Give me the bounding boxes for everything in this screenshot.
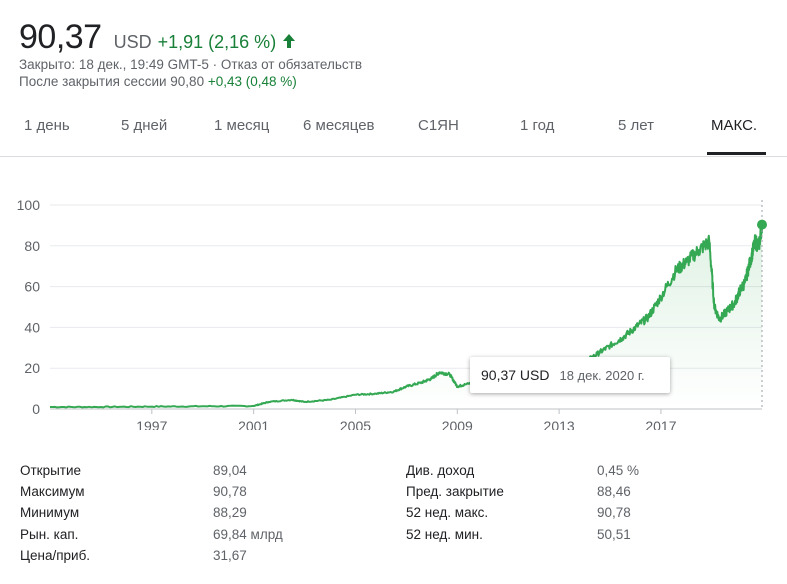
stat-high: Максимум 90,78 (20, 484, 380, 505)
tab-5-days[interactable]: 5 дней (121, 117, 168, 134)
currency-code: USD (113, 32, 152, 52)
tab-5-years[interactable]: 5 лет (618, 117, 654, 134)
last-price-dot (757, 219, 767, 230)
stat-label: 52 нед. мин. (406, 526, 483, 542)
tab-ytd[interactable]: С1ЯН (418, 117, 459, 134)
y-tick-label: 80 (24, 238, 40, 254)
chart-tooltip: 90,37 USD 18 дек. 2020 г. (470, 357, 670, 393)
closed-line: Закрыто: 18 дек., 19:49 GMT-5 · Отказ от… (19, 57, 363, 72)
x-tick-label: 2017 (645, 418, 676, 430)
quote-header: 90,37 USD +1,91 (2,16 %) Закрыто: 18 дек… (19, 18, 362, 90)
y-tick-label: 20 (24, 360, 40, 376)
stat-value: 89,04 (213, 463, 247, 478)
stat-dividend-yield: Див. доход 0,45 % (406, 463, 766, 484)
tooltip-price: 90,37 USD (481, 367, 550, 383)
stats-left: Открытие 89,04 Максимум 90,78 Минимум 88… (20, 463, 380, 569)
x-tick-label: 2009 (442, 418, 473, 430)
current-price: 90,37 (19, 18, 102, 56)
stat-label: Цена/приб. (20, 547, 91, 563)
tab-1-month[interactable]: 1 месяц (214, 117, 270, 134)
after-hours-info: После закрытия сессии 90,80 +0,43 (0,48 … (19, 73, 362, 90)
stat-value: 31,67 (213, 547, 247, 563)
y-tick-label: 40 (24, 319, 40, 335)
stat-low: Минимум 88,29 (20, 505, 380, 526)
x-tick-label: 2013 (544, 418, 575, 430)
stat-label: Рын. кап. (20, 526, 79, 542)
stat-value: 50,51 (597, 526, 631, 542)
y-tick-label: 60 (24, 279, 40, 295)
tooltip-date: 18 дек. 2020 г. (559, 367, 645, 383)
x-tick-label: 1997 (136, 418, 167, 430)
stat-label: Див. доход (406, 463, 475, 478)
active-tab-underline (707, 152, 766, 155)
stat-label: Пред. закрытие (406, 484, 504, 500)
after-hours-label: После закрытия сессии 90,80 (19, 74, 205, 89)
price-change: +1,91 (2,16 %) (157, 32, 277, 52)
tab-1-day[interactable]: 1 день (24, 117, 70, 134)
arrow-up-icon (282, 33, 296, 49)
stats-right: Див. доход 0,45 % Пред. закрытие 88,46 5… (406, 463, 766, 548)
stat-label: Минимум (20, 505, 80, 521)
stat-label: Максимум (20, 484, 85, 500)
x-tick-label: 2005 (340, 418, 371, 430)
stat-pe-ratio: Цена/приб. 31,67 (20, 548, 380, 569)
stat-open: Открытие 89,04 (20, 463, 380, 484)
stat-52wk-high: 52 нед. макс. 90,78 (406, 505, 766, 526)
price-row: 90,37 USD +1,91 (2,16 %) (19, 18, 362, 56)
stat-value: 90,78 (213, 484, 247, 500)
stat-label: Открытие (20, 463, 82, 478)
stat-value: 69,84 млрд (213, 526, 283, 542)
closed-info: Закрыто: 18 дек., 19:49 GMT-5 · Отказ от… (19, 56, 362, 73)
stat-label: 52 нед. макс. (406, 505, 489, 521)
stat-market-cap: Рын. кап. 69,84 млрд (20, 527, 380, 548)
stat-prev-close: Пред. закрытие 88,46 (406, 484, 766, 505)
x-tick-label: 2001 (238, 418, 269, 430)
range-tabs: 1 день 5 дней 1 месяц 6 месяцев С1ЯН 1 г… (0, 108, 787, 157)
tab-6-months[interactable]: 6 месяцев (303, 117, 375, 134)
stat-value: 88,46 (597, 484, 631, 500)
stat-value: 0,45 % (597, 463, 640, 478)
y-tick-label: 0 (32, 401, 40, 417)
y-tick-label: 100 (17, 197, 41, 213)
stat-value: 88,29 (213, 505, 247, 521)
tab-1-year[interactable]: 1 год (520, 117, 555, 134)
tab-max[interactable]: МАКС. (711, 117, 758, 134)
stat-52wk-low: 52 нед. мин. 50,51 (406, 527, 766, 548)
after-hours-change: +0,43 (0,48 %) (207, 74, 297, 89)
price-chart[interactable]: 0 20 40 60 80 100 1997 2001 2005 2009 2013 2017 (0, 190, 787, 430)
stat-value: 90,78 (597, 505, 631, 521)
